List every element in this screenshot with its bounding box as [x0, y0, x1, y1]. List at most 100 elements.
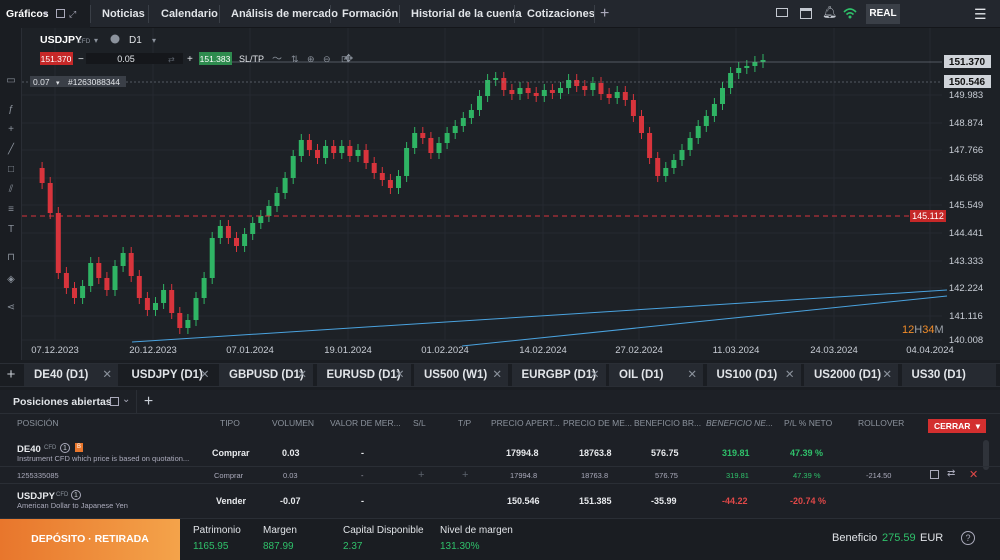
add-tp-button[interactable]: + [462, 469, 469, 481]
chevron-down-icon[interactable]: ▾ [152, 36, 156, 45]
swap-icon[interactable]: ⇄ [168, 55, 175, 64]
close-position-icon[interactable]: ✕ [969, 469, 979, 481]
close-tab-icon[interactable]: ✕ [102, 369, 112, 381]
candle-body [250, 223, 256, 234]
column-header[interactable]: ROLLOVER [858, 418, 905, 428]
instrument-tab[interactable]: EURUSD (D1) ✕ [316, 364, 411, 386]
zoom-out-icon[interactable]: ⊖ [323, 54, 331, 64]
add-chart-button[interactable]: + [6, 366, 16, 383]
order-id-tag[interactable] [66, 76, 126, 87]
candle-body [720, 88, 725, 104]
sell-button[interactable] [40, 52, 73, 65]
expand-icon[interactable]: ⤢ [69, 9, 77, 19]
close-all-button[interactable]: CERRAR ▾ [928, 419, 986, 433]
move-icon[interactable]: ✥ [344, 53, 353, 65]
charts-tab[interactable]: Gráficos ▾ ⤢ [0, 0, 90, 28]
instrument-tab[interactable]: US2000 (D1) ✕ [804, 364, 898, 386]
scrollbar[interactable] [983, 440, 989, 470]
function-icon[interactable]: ƒ [8, 104, 14, 115]
deposit-withdraw-button[interactable]: DEPÓSITO · RETIRADA [0, 519, 180, 560]
chevron-down-icon[interactable]: ▾ [44, 9, 49, 18]
share-icon[interactable]: ⋖ [6, 302, 16, 313]
close-tab-icon[interactable]: ✕ [492, 369, 502, 381]
column-header[interactable]: PRECIO APERT... [491, 418, 560, 428]
column-header[interactable]: T/P [458, 418, 472, 428]
close-tab-icon[interactable]: ✕ [297, 369, 307, 381]
add-sl-button[interactable]: + [418, 469, 425, 481]
volume-increase-button[interactable]: + [187, 54, 193, 65]
tab-historial-cuenta[interactable]: Historial de la cuenta [411, 8, 522, 20]
close-tab-icon[interactable]: ✕ [589, 369, 600, 381]
collapse-icon[interactable]: ⌄ [122, 394, 131, 405]
account-mode-badge[interactable]: REAL [866, 4, 900, 24]
volume-input[interactable] [86, 53, 183, 64]
timeframe-selector[interactable]: D1 [129, 35, 142, 46]
instrument-tab[interactable]: GBPUSD (D1) ✕ [219, 364, 313, 386]
volume-decrease-button[interactable]: − [78, 54, 84, 65]
column-header[interactable]: VALOR DE MER... [330, 418, 401, 428]
tab-noticias[interactable]: Noticias [102, 8, 145, 20]
table-subrow[interactable]: 1255335085 Comprar 0.03 - + + 17994.8 18… [0, 466, 1000, 484]
copy-icon[interactable] [930, 470, 939, 479]
hamburger-menu-icon[interactable]: ☰ [974, 6, 987, 22]
add-panel-button[interactable]: + [136, 390, 160, 413]
fibonacci-icon[interactable]: ≡ [8, 204, 14, 215]
line-tool-icon[interactable]: ╱ [7, 144, 15, 155]
close-tab-icon[interactable]: ✕ [784, 369, 795, 381]
line-chart-icon[interactable]: 〜 [272, 54, 282, 65]
crosshair-icon[interactable]: + [8, 124, 14, 135]
add-tab-button[interactable]: + [600, 5, 610, 22]
comment-icon[interactable]: ▭ [6, 75, 16, 86]
column-header[interactable]: VOLUMEN [272, 418, 315, 428]
trendline-2[interactable] [461, 295, 948, 347]
tab-cotizaciones[interactable]: Cotizaciones [527, 8, 595, 20]
column-header[interactable]: S/L [413, 418, 426, 428]
window-icon[interactable] [56, 9, 65, 18]
monitor-icon[interactable] [776, 8, 788, 17]
buy-button[interactable] [199, 52, 232, 65]
order-volume-tag[interactable] [30, 76, 66, 87]
tab-analisis-mercado[interactable]: Análisis de mercado [231, 8, 338, 20]
instrument-tab[interactable]: EURGBP (D1) ✕ [511, 364, 606, 386]
tab-formacion[interactable]: Formación [342, 8, 399, 20]
sltp-button[interactable]: SL/TP [239, 54, 264, 64]
column-header[interactable]: PRECIO DE ME... [563, 418, 632, 428]
swap-icon[interactable]: ⇄ [947, 468, 956, 479]
instrument-tab[interactable]: DE40 (D1) ✕ [24, 364, 118, 386]
fit-to-screen-icon[interactable]: ⊡ [341, 54, 349, 64]
column-header[interactable]: P/L % NETO [784, 418, 833, 428]
magnet-icon[interactable]: ⊓ [7, 252, 15, 263]
indicators-icon[interactable]: ⇅ [291, 54, 299, 64]
bell-icon[interactable]: 🔔︎ [822, 5, 838, 19]
column-header[interactable]: TIPO [220, 418, 240, 428]
candle-body [566, 80, 572, 88]
order-rollover-cell: -214.50 [866, 471, 892, 480]
trendline-1[interactable] [131, 289, 948, 343]
chevron-down-icon[interactable]: ▾ [94, 36, 98, 45]
tab-calendario[interactable]: Calendario [161, 8, 218, 20]
symbol-name[interactable]: USDJPY [40, 34, 82, 46]
instrument-tab[interactable]: USDJPY (D1) ✕ [121, 364, 216, 386]
layout-icon[interactable] [800, 8, 812, 19]
column-header[interactable]: BENEFICIO NE... [706, 418, 774, 428]
close-tab-icon[interactable]: ✕ [687, 369, 697, 381]
close-tab-icon[interactable]: ✕ [199, 369, 210, 381]
close-tab-icon[interactable]: ✕ [882, 369, 892, 381]
rectangle-tool-icon[interactable]: □ [7, 164, 15, 175]
column-header[interactable]: POSICIÓN [17, 418, 59, 428]
price-chart[interactable]: 149.983 148.874 147.766 146.658 145.549 144.4… [22, 28, 1000, 360]
channel-tool-icon[interactable]: ⫽ [8, 184, 14, 195]
instrument-tab[interactable]: US100 (D1) ✕ [706, 364, 801, 386]
instrument-tab[interactable]: US500 (W1) ✕ [414, 364, 508, 386]
text-tool-icon[interactable]: T [7, 224, 15, 235]
info-icon[interactable] [110, 34, 120, 44]
column-header[interactable]: BENEFICIO BR... [634, 418, 702, 428]
help-icon[interactable]: ? [961, 531, 975, 545]
close-tab-icon[interactable]: ✕ [394, 369, 405, 381]
instrument-tab[interactable]: OIL (D1) ✕ [609, 364, 703, 386]
instrument-tab[interactable]: US30 (D1) [901, 364, 996, 386]
layers-icon[interactable]: ◈ [7, 274, 15, 285]
zoom-in-icon[interactable]: ⊕ [307, 54, 315, 64]
popout-icon[interactable] [110, 397, 119, 406]
profit-value: 275.59 [882, 532, 916, 544]
